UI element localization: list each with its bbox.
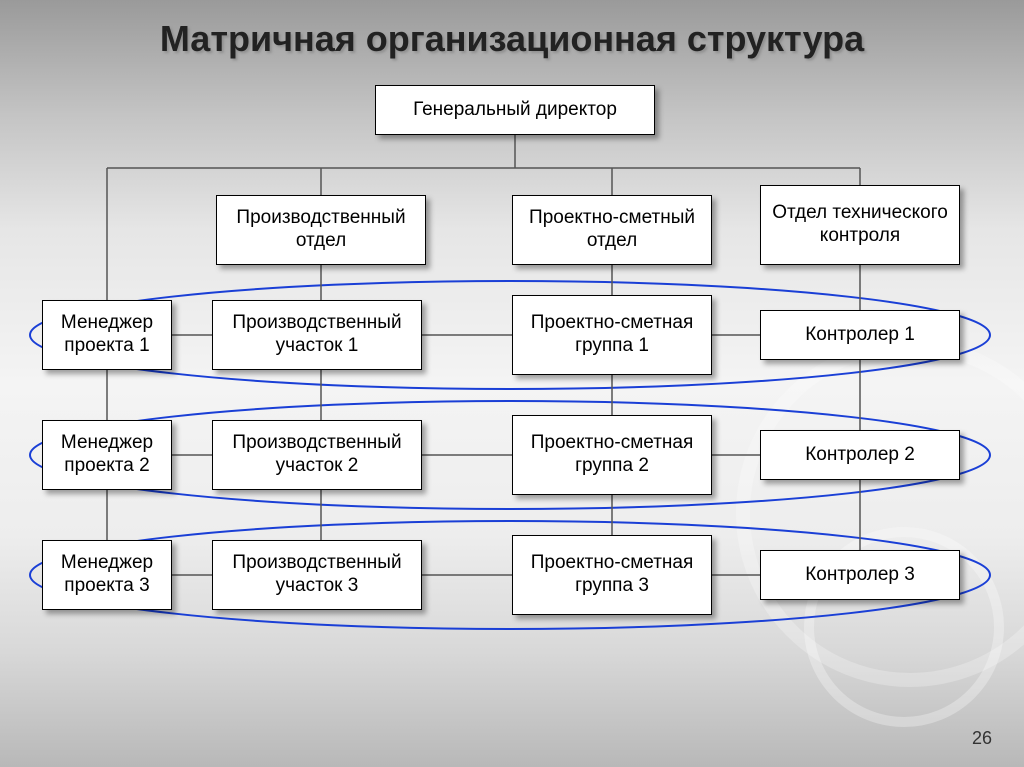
node-dept-project: Проектно-сметный отдел (512, 195, 712, 265)
node-controller-3: Контролер 3 (760, 550, 960, 600)
page-number: 26 (972, 728, 992, 749)
node-project-2: Проектно-сметная группа 2 (512, 415, 712, 495)
node-controller-1: Контролер 1 (760, 310, 960, 360)
node-director: Генеральный директор (375, 85, 655, 135)
slide-title: Матричная организационная структура (0, 18, 1024, 60)
node-production-3: Производственный участок 3 (212, 540, 422, 610)
node-production-1: Производственный участок 1 (212, 300, 422, 370)
node-dept-production: Производственный отдел (216, 195, 426, 265)
node-manager-3: Менеджер проекта 3 (42, 540, 172, 610)
slide: Матричная организационная структура Гене… (0, 0, 1024, 767)
node-manager-1: Менеджер проекта 1 (42, 300, 172, 370)
node-dept-control: Отдел технического контроля (760, 185, 960, 265)
node-project-1: Проектно-сметная группа 1 (512, 295, 712, 375)
node-project-3: Проектно-сметная группа 3 (512, 535, 712, 615)
node-manager-2: Менеджер проекта 2 (42, 420, 172, 490)
node-production-2: Производственный участок 2 (212, 420, 422, 490)
node-controller-2: Контролер 2 (760, 430, 960, 480)
